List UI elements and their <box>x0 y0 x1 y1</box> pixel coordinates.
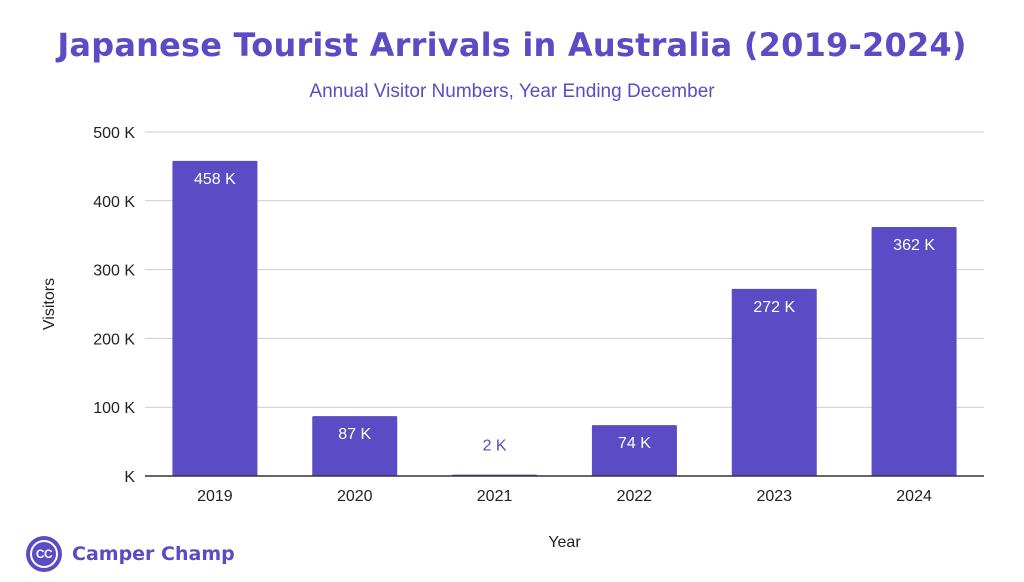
y-tick-label: 200 K <box>93 331 135 348</box>
y-tick-label: 300 K <box>93 263 135 280</box>
x-axis-title: Year <box>548 534 581 551</box>
y-tick-label: 400 K <box>93 194 135 211</box>
y-tick-label: 500 K <box>93 125 135 142</box>
data-label: 272 K <box>753 299 795 316</box>
brand: CC Camper Champ <box>26 536 235 572</box>
x-tick-label: 2020 <box>337 488 373 505</box>
x-tick-label: 2019 <box>197 488 233 505</box>
bar <box>731 288 817 476</box>
chart-subtitle: Annual Visitor Numbers, Year Ending Dece… <box>309 81 715 102</box>
data-label: 362 K <box>893 237 935 254</box>
x-tick-label: 2024 <box>896 488 932 505</box>
camper-champ-logo-icon: CC <box>26 536 62 572</box>
x-tick-label: 2021 <box>477 488 513 505</box>
y-axis-title: Visitors <box>41 278 58 330</box>
bar <box>312 416 398 476</box>
bar <box>172 160 258 476</box>
x-tick-label: 2023 <box>756 488 792 505</box>
data-label: 458 K <box>194 171 236 188</box>
data-label: 2 K <box>483 438 507 455</box>
bar <box>591 425 677 476</box>
brand-name: Camper Champ <box>72 543 235 565</box>
chart-title: Japanese Tourist Arrivals in Australia (… <box>57 26 967 64</box>
data-label: 74 K <box>618 435 651 452</box>
y-tick-label: K <box>124 469 135 486</box>
logo-text: CC <box>30 540 58 568</box>
data-label: 87 K <box>338 426 371 443</box>
x-tick-label: 2022 <box>617 488 653 505</box>
y-tick-label: 100 K <box>93 400 135 417</box>
bar <box>871 226 957 476</box>
